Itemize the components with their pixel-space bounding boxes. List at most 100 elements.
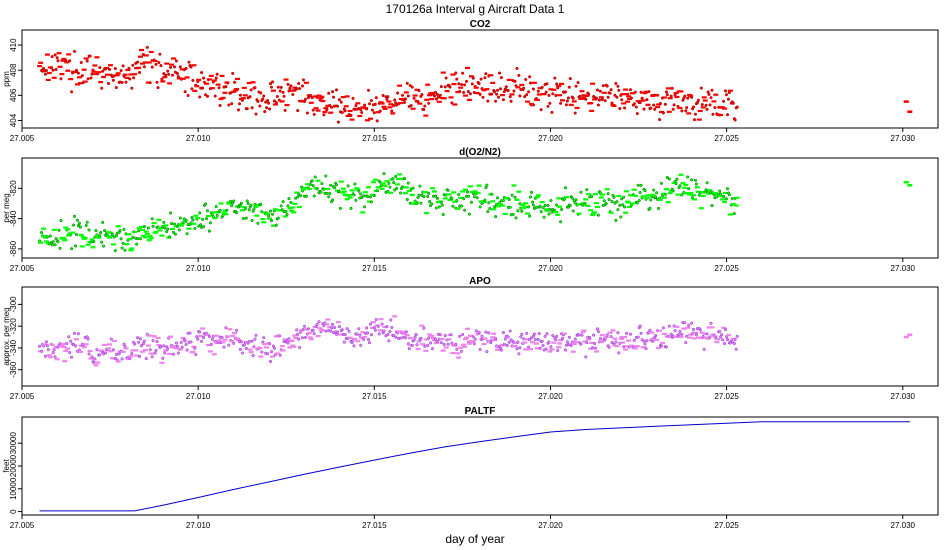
data-point <box>133 349 139 352</box>
data-point <box>508 95 512 99</box>
data-point <box>650 94 656 97</box>
data-point <box>262 94 266 98</box>
data-point <box>179 340 183 344</box>
data-point <box>538 204 542 208</box>
data-point <box>211 211 217 214</box>
data-point <box>53 355 57 359</box>
data-point <box>80 74 84 78</box>
data-point <box>420 343 426 346</box>
data-point <box>507 197 511 202</box>
data-point <box>81 68 87 71</box>
data-point <box>275 94 279 99</box>
data-point <box>670 86 674 90</box>
data-point <box>493 205 497 209</box>
data-point <box>468 92 472 96</box>
data-point <box>903 100 909 103</box>
data-point <box>549 199 553 203</box>
data-point <box>707 189 713 192</box>
y-tick-label: -360 <box>9 361 18 378</box>
data-point <box>442 197 448 200</box>
data-point <box>303 81 309 84</box>
data-point <box>515 86 521 89</box>
data-point <box>467 185 473 188</box>
data-point <box>588 347 594 350</box>
data-point <box>663 188 669 191</box>
data-point <box>570 350 576 353</box>
data-point <box>286 82 290 86</box>
data-point <box>654 333 658 338</box>
data-point <box>190 350 196 353</box>
data-point <box>557 342 563 345</box>
data-point <box>218 202 224 205</box>
data-point <box>471 335 475 339</box>
data-point <box>559 82 565 85</box>
data-point <box>139 48 144 52</box>
data-point <box>544 347 548 351</box>
data-point <box>306 327 310 331</box>
data-point <box>169 211 173 215</box>
data-point <box>590 195 594 199</box>
data-point <box>418 184 422 188</box>
data-point <box>478 205 482 209</box>
data-point <box>502 90 506 94</box>
data-point <box>186 93 190 98</box>
data-point <box>226 202 232 205</box>
data-point <box>450 73 456 76</box>
data-point <box>119 237 123 241</box>
data-point <box>452 344 458 347</box>
data-point <box>230 334 236 338</box>
data-point <box>623 88 629 91</box>
data-point <box>521 207 527 210</box>
data-point <box>669 94 673 98</box>
data-point <box>65 347 71 350</box>
data-point <box>140 62 145 65</box>
data-point <box>306 188 312 191</box>
data-point <box>556 348 560 353</box>
data-point <box>446 342 450 346</box>
data-point <box>329 183 333 187</box>
data-point <box>379 102 385 105</box>
data-point <box>175 71 179 76</box>
data-point <box>333 325 337 330</box>
data-point <box>545 332 549 336</box>
data-point <box>164 73 168 77</box>
data-point <box>169 65 173 69</box>
plot-frame <box>21 416 939 516</box>
data-point <box>280 208 284 212</box>
data-point <box>420 93 424 97</box>
data-point <box>272 208 278 211</box>
data-point <box>390 109 394 113</box>
data-point <box>336 120 340 124</box>
data-point <box>222 91 228 94</box>
data-point <box>711 112 715 116</box>
data-point <box>285 212 289 217</box>
data-point <box>325 104 331 107</box>
x-tick-label: 27.015 <box>362 392 387 401</box>
data-point <box>134 354 140 357</box>
data-point <box>687 336 693 339</box>
data-point <box>520 203 526 206</box>
data-point <box>388 103 394 106</box>
data-point <box>518 94 522 98</box>
data-point <box>72 223 76 227</box>
data-point <box>358 333 362 337</box>
data-point <box>511 184 517 187</box>
data-point <box>433 90 438 94</box>
data-point <box>441 97 447 100</box>
data-point <box>505 343 509 347</box>
data-point <box>65 69 71 72</box>
data-point <box>443 346 449 349</box>
panel-title: PALTF <box>465 406 496 417</box>
data-point <box>295 87 299 91</box>
data-point <box>585 204 591 207</box>
data-point <box>534 196 540 199</box>
data-point <box>490 200 496 203</box>
data-point <box>205 333 210 336</box>
data-point <box>702 332 708 335</box>
data-point <box>196 337 200 341</box>
data-point <box>730 340 734 344</box>
data-point <box>700 106 706 109</box>
data-point <box>124 80 128 84</box>
data-point <box>661 196 667 199</box>
